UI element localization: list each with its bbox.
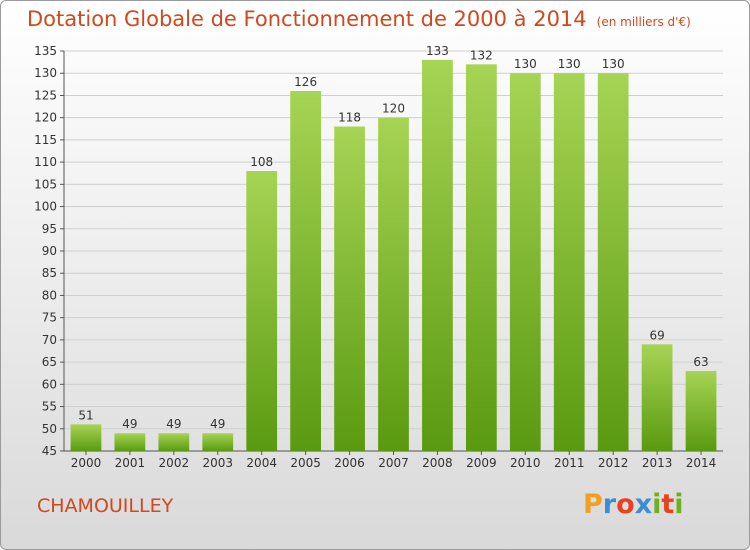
- y-tick-label: 45: [42, 444, 57, 458]
- logo-letter: x: [634, 489, 653, 520]
- y-tick-label: 100: [34, 200, 57, 214]
- value-labels: 51 49 49 49 108 126 118 120 133 132 130 130 130 69 63: [78, 44, 708, 431]
- value-label: 120: [382, 102, 405, 116]
- bar: [290, 91, 322, 451]
- value-label: 51: [78, 408, 93, 422]
- value-label: 130: [602, 57, 625, 71]
- x-tick-label: 2001: [115, 456, 146, 470]
- logo-letter: r: [602, 489, 617, 520]
- y-tick-label: 130: [34, 66, 57, 80]
- bar: [114, 433, 146, 451]
- value-label: 130: [558, 57, 581, 71]
- y-tick-label: 70: [42, 333, 57, 347]
- value-label: 49: [166, 417, 181, 431]
- bar: [641, 344, 673, 451]
- y-tick-label: 80: [42, 288, 57, 302]
- bar: [158, 433, 190, 451]
- y-tick-labels: 45 50 55 60 65 70 75 80 85 90 95 100 105 110 115 120 125…: [34, 44, 57, 458]
- x-tick-label: 2000: [71, 456, 102, 470]
- proxiti-logo: Proxiti: [583, 489, 684, 520]
- value-label: 133: [426, 44, 449, 58]
- y-tick-label: 90: [42, 244, 57, 258]
- value-label: 118: [338, 111, 361, 125]
- y-tick-label: 125: [34, 88, 57, 102]
- y-tick-label: 110: [34, 155, 57, 169]
- value-label: 63: [693, 355, 708, 369]
- x-tick-label: 2008: [422, 456, 453, 470]
- value-label: 130: [514, 57, 537, 71]
- x-tick-label: 2014: [686, 456, 717, 470]
- y-tick-label: 95: [42, 222, 57, 236]
- logo-letter: i: [674, 489, 684, 520]
- y-tick-label: 85: [42, 266, 57, 280]
- y-tick-label: 65: [42, 355, 57, 369]
- bar: [509, 73, 541, 451]
- value-label: 126: [294, 75, 317, 89]
- bar: [246, 171, 278, 451]
- x-tick-label: 2007: [378, 456, 409, 470]
- value-label: 69: [649, 328, 664, 342]
- bar: [202, 433, 234, 451]
- chart-title: Dotation Globale de Fonctionnement de 20…: [27, 7, 691, 31]
- x-tick-label: 2003: [202, 456, 233, 470]
- y-tick-label: 105: [34, 177, 57, 191]
- commune-name: CHAMOUILLEY: [37, 495, 174, 517]
- bar: [465, 64, 497, 452]
- y-tick-label: 50: [42, 422, 57, 436]
- logo-letter: o: [616, 489, 635, 520]
- unit-label: (en milliers d'€): [596, 15, 691, 29]
- bar: [70, 424, 102, 451]
- x-tick-label: 2006: [334, 456, 365, 470]
- x-tick-label: 2013: [642, 456, 673, 470]
- value-label: 108: [250, 155, 273, 169]
- y-tick-label: 60: [42, 377, 57, 391]
- bar: [422, 59, 453, 452]
- title-text: Dotation Globale de Fonctionnement de 20…: [27, 7, 587, 31]
- bars: [70, 59, 717, 452]
- y-tick-label: 120: [34, 111, 57, 125]
- bar: [685, 371, 717, 451]
- value-label: 49: [210, 417, 225, 431]
- logo-letter: P: [583, 489, 603, 520]
- x-tick-label: 2009: [466, 456, 497, 470]
- x-tick-label: 2011: [554, 456, 585, 470]
- y-tick-label: 55: [42, 400, 57, 414]
- logo-letter: i: [652, 489, 662, 520]
- x-tick-labels: 2000 2001 2002 2003 2004 2005 2006 2007 2008 2009…: [71, 456, 717, 470]
- x-tick-label: 2004: [246, 456, 277, 470]
- y-tick-label: 135: [34, 44, 57, 58]
- bar: [378, 117, 409, 452]
- x-tick-label: 2010: [510, 456, 541, 470]
- x-tick-label: 2005: [290, 456, 321, 470]
- bar: [334, 126, 365, 452]
- logo-letter: t: [661, 489, 675, 520]
- value-label: 49: [122, 417, 137, 431]
- y-tick-label: 75: [42, 311, 57, 325]
- bar: [597, 73, 629, 451]
- x-tick-label: 2002: [159, 456, 190, 470]
- y-tick-label: 115: [34, 133, 57, 147]
- x-tick-label: 2012: [598, 456, 629, 470]
- bar: [553, 73, 585, 451]
- value-label: 132: [470, 48, 493, 62]
